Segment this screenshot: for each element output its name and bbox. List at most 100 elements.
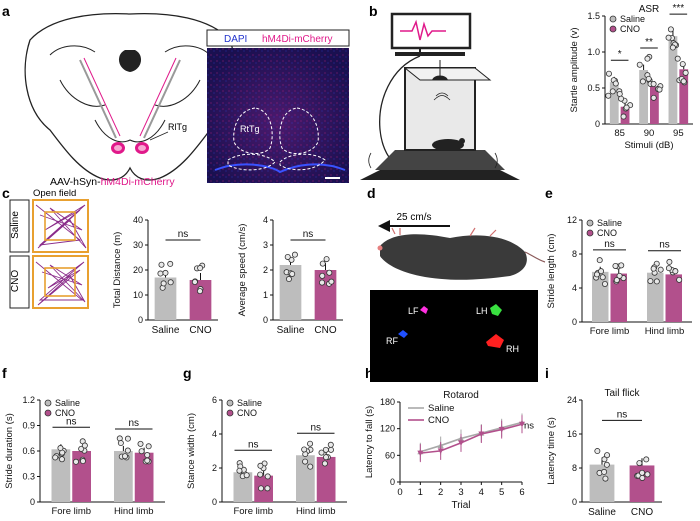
legend-label-cno: CNO <box>620 24 640 34</box>
data-point <box>307 440 314 447</box>
data-point <box>145 443 152 450</box>
data-point <box>665 34 672 41</box>
x-tick-label: Hind limb <box>645 326 685 337</box>
y-tick-label: 24 <box>567 395 577 405</box>
data-point <box>639 78 646 85</box>
data-point <box>665 265 672 272</box>
data-point <box>605 70 612 77</box>
data-point <box>52 454 59 461</box>
x-tick-label: Fore limb <box>51 506 91 516</box>
asr-apparatus <box>360 12 520 180</box>
y-tick-label: 3 <box>263 240 268 250</box>
data-point <box>674 55 681 62</box>
y-tick-label: 4 <box>572 283 577 293</box>
bar-cno <box>610 273 627 322</box>
x-tick-label: 4 <box>479 487 484 498</box>
y-tick-label: 0.9 <box>22 421 35 431</box>
data-point <box>644 55 651 62</box>
data-point <box>603 461 610 468</box>
data-point <box>676 276 683 283</box>
significance-label: ns <box>248 439 259 450</box>
significance-label: ns <box>66 416 77 427</box>
virus-label: AAV-hSyn-hM4Di-mCherry <box>50 176 175 188</box>
chart-stance_width: 0 2 4 6 Stance width (cm) Fore limb ns Hind lim… <box>186 395 347 517</box>
x-tick-label: CNO <box>189 325 211 336</box>
legend-marker-saline <box>609 15 617 23</box>
paw-label-rf: RF <box>386 336 398 346</box>
y-tick-label: 0 <box>138 315 143 325</box>
data-point <box>672 268 679 275</box>
y-tick-label: 0.5 <box>587 83 600 93</box>
series-marker-cno <box>519 421 525 428</box>
panel-letter-g: g <box>183 365 192 381</box>
data-point <box>327 441 334 448</box>
data-point <box>167 260 174 267</box>
histology-region-label: RtTg <box>240 124 260 134</box>
data-point <box>616 272 623 279</box>
data-point <box>682 69 689 76</box>
data-point <box>656 86 663 93</box>
data-point <box>307 463 314 470</box>
region-label-rltg: RlTg <box>168 122 187 132</box>
speed-label: 25 cm/s <box>396 212 431 223</box>
y-tick-label: 2 <box>263 265 268 275</box>
y-tick-label: 120 <box>380 424 395 434</box>
data-point <box>162 269 169 276</box>
data-point <box>327 446 334 453</box>
legend-marker-cno <box>226 409 234 417</box>
data-point <box>620 113 627 120</box>
y-tick-label: 0 <box>212 497 217 507</box>
y-tick-label: 16 <box>567 429 577 439</box>
bar-cno <box>189 280 212 320</box>
data-point <box>609 88 616 95</box>
data-point <box>593 271 600 278</box>
data-point <box>680 78 687 85</box>
series-line-saline <box>420 421 523 453</box>
y-tick-label: 1 <box>263 290 268 300</box>
open-field-row-saline: Saline <box>10 211 21 239</box>
y-tick-label: 0.6 <box>22 446 35 456</box>
bar-saline <box>668 36 678 124</box>
series-marker-cno <box>478 431 485 437</box>
data-point <box>679 61 686 68</box>
legend-marker-saline <box>226 399 234 407</box>
data-point <box>605 92 612 99</box>
panel-letter-e: e <box>545 185 553 201</box>
y-tick-label: 4 <box>263 215 268 225</box>
data-point <box>264 473 271 480</box>
x-tick-label: CNO <box>314 325 336 336</box>
legend-marker-saline <box>44 399 52 407</box>
significance-label: ns <box>178 229 189 240</box>
data-point <box>322 446 329 453</box>
bar-saline <box>609 82 619 124</box>
panel-letter-h: h <box>365 365 374 381</box>
data-point <box>639 474 646 481</box>
x-tick-label: 95 <box>673 128 684 139</box>
bar-cno <box>134 452 154 502</box>
data-point <box>596 257 603 264</box>
data-point <box>257 462 264 469</box>
data-point <box>285 276 292 283</box>
data-point <box>601 281 608 288</box>
histology-legend-box <box>206 29 350 47</box>
data-point <box>301 446 308 453</box>
data-point <box>636 460 643 467</box>
data-point <box>647 278 654 285</box>
x-tick-label: Saline <box>588 507 616 516</box>
data-point <box>623 104 630 111</box>
histology-image <box>207 48 349 183</box>
y-axis-label: Stride length (cm) <box>546 234 557 309</box>
y-tick-label: 4 <box>212 429 217 439</box>
y-tick-label: 1.0 <box>587 47 600 57</box>
bar-saline <box>114 451 133 502</box>
data-point <box>602 475 609 482</box>
data-point <box>598 268 605 275</box>
legend-label-saline: Saline <box>55 398 80 408</box>
x-tick-label: CNO <box>631 507 653 516</box>
data-point <box>236 467 243 474</box>
y-tick-label: 0 <box>30 497 35 507</box>
panel-letter-c: c <box>2 185 10 201</box>
data-point <box>258 485 265 492</box>
